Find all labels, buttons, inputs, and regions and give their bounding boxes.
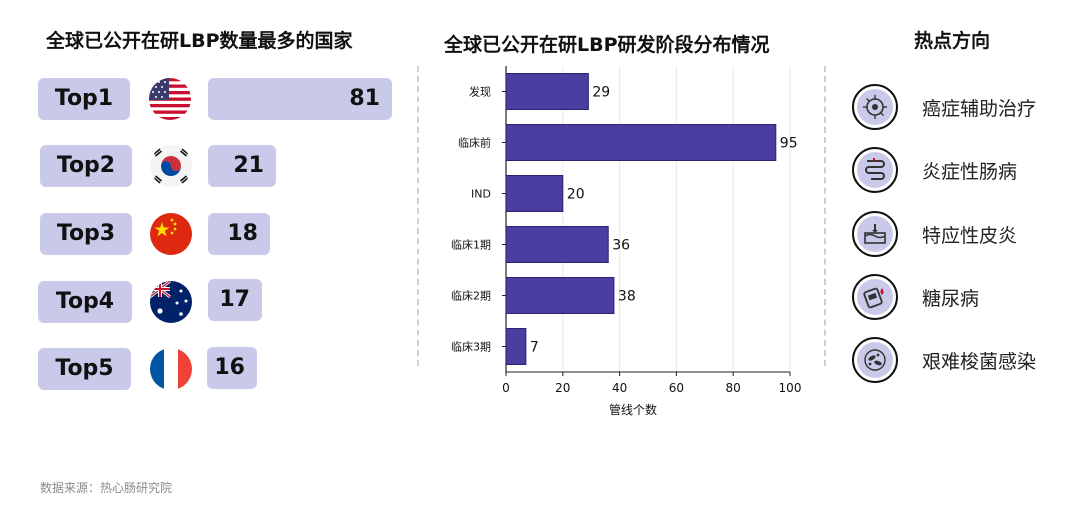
intestine-icon	[852, 147, 898, 193]
hot-topic-item: 炎症性肠病	[852, 145, 1017, 195]
skin-icon	[852, 211, 898, 257]
rank-label: Top5	[38, 348, 131, 390]
country-count: 21	[233, 153, 264, 178]
glucose-meter-icon	[852, 274, 898, 320]
hot-topic-item: 特应性皮炎	[852, 209, 1017, 259]
y-tick-label: 临床2期	[451, 289, 491, 303]
bar	[505, 226, 609, 263]
bar	[505, 73, 589, 110]
rank-label: Top4	[38, 281, 132, 323]
divider-right	[824, 66, 826, 366]
country-count-bar: 81	[208, 78, 392, 120]
bar	[505, 328, 527, 365]
x-tick-label: 80	[726, 381, 741, 395]
data-label: 38	[618, 289, 636, 305]
y-tick-label: 临床3期	[451, 340, 491, 354]
hot-topic-label: 特应性皮炎	[922, 224, 1018, 247]
x-tick-label: 100	[779, 381, 802, 395]
country-count: 16	[214, 355, 245, 380]
hot-topic-item: 癌症辅助治疗	[852, 82, 1036, 132]
data-label: 29	[592, 85, 610, 101]
y-tick-label: 临床1期	[451, 238, 491, 252]
bar	[505, 124, 777, 161]
hot-topic-label: 糖尿病	[922, 287, 980, 310]
y-tick-label: 发现	[469, 85, 491, 99]
country-count-bar: 17	[208, 279, 262, 321]
divider-left	[417, 66, 419, 366]
country-count-bar: 21	[208, 145, 276, 187]
data-label: 7	[530, 340, 539, 356]
hot-topic-label: 炎症性肠病	[922, 160, 1018, 183]
france-flag-icon	[150, 348, 192, 390]
bacteria-icon	[852, 337, 898, 383]
left-panel-title: 全球已公开在研LBP数量最多的国家	[46, 30, 353, 52]
data-source: 数据来源：热心肠研究院	[40, 481, 173, 495]
australia-flag-icon	[150, 281, 192, 323]
data-label: 36	[612, 238, 630, 254]
data-label: 20	[567, 187, 585, 203]
hot-topic-label: 癌症辅助治疗	[922, 97, 1037, 120]
hot-topic-item: 艰难梭菌感染	[852, 335, 1036, 385]
chart-title: 全球已公开在研LBP研发阶段分布情况	[444, 34, 770, 56]
country-count-bar: 18	[208, 213, 270, 255]
x-tick-label: 0	[502, 381, 510, 395]
y-tick-label: 临床前	[458, 136, 491, 150]
x-tick-label: 60	[669, 381, 684, 395]
x-axis-label: 管线个数	[609, 402, 657, 417]
country-count: 81	[349, 86, 380, 111]
rank-label: Top1	[38, 78, 130, 120]
rank-label: Top2	[40, 145, 132, 187]
x-tick-label: 20	[555, 381, 570, 395]
usa-flag-icon	[149, 78, 191, 120]
x-tick-label: 40	[612, 381, 627, 395]
south-korea-flag-icon	[150, 145, 192, 187]
y-tick-label: IND	[471, 188, 491, 201]
rank-label: Top3	[40, 213, 132, 255]
china-flag-icon	[150, 213, 192, 255]
bar	[505, 277, 615, 314]
bar	[505, 175, 564, 212]
data-label: 95	[780, 136, 798, 152]
cancer-cell-icon	[852, 84, 898, 130]
country-count: 17	[219, 287, 250, 312]
hot-topic-label: 艰难梭菌感染	[922, 350, 1037, 373]
hot-topics-title: 热点方向	[914, 30, 991, 52]
country-count-bar: 16	[207, 347, 257, 389]
stage-bar-chart: 发现 29 临床前 95 IND 20 临床1期 36 临床2期 38 临床3期 7 0 20 40 60 80…	[451, 66, 802, 417]
hot-topic-item: 糖尿病	[852, 272, 979, 322]
country-count: 18	[227, 221, 258, 246]
